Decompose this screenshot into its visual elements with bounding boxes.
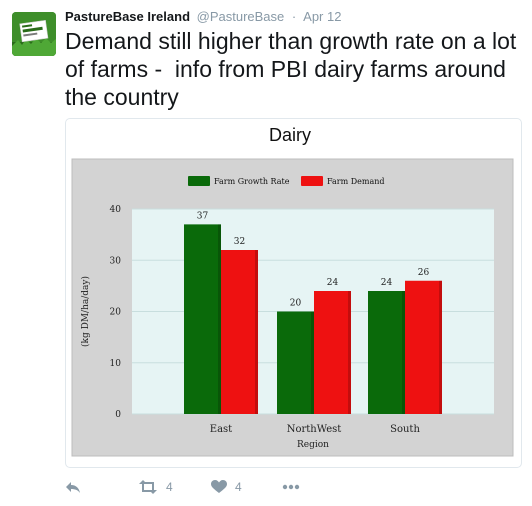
x-tick-label: South <box>390 424 420 435</box>
bar-shade <box>439 280 442 414</box>
legend-label: Farm Growth Rate <box>214 177 290 186</box>
tweet-header: PastureBase Ireland @PastureBase · Apr 1… <box>65 9 341 24</box>
bar <box>314 291 351 414</box>
retweet-count: 4 <box>166 480 173 494</box>
display-name[interactable]: PastureBase Ireland <box>65 9 191 24</box>
data-label: 32 <box>234 237 245 247</box>
pasturebase-logo-icon <box>12 12 56 56</box>
x-tick-label: NorthWest <box>287 424 342 435</box>
y-axis-label: (kg DM/ha/day) <box>80 276 91 347</box>
like-button[interactable]: 4 <box>211 477 242 497</box>
reply-button[interactable] <box>65 477 81 497</box>
bar <box>368 291 405 414</box>
bar-shade <box>218 224 221 414</box>
separator: · <box>291 9 297 24</box>
tweet-actions: 4 4 <box>65 477 465 497</box>
avatar[interactable] <box>12 12 56 56</box>
tweet-text: Demand still higher than growth rate on … <box>65 28 523 110</box>
chart-image-card[interactable]: Dairy Farm Growth Rate Farm Demand 0 10 20 3… <box>65 118 522 468</box>
bar-shade <box>348 291 351 414</box>
y-tick-label: 20 <box>110 308 122 318</box>
reply-icon <box>66 482 80 493</box>
bar <box>405 280 442 414</box>
chart-title: Dairy <box>269 125 311 145</box>
x-tick-label: East <box>210 424 232 435</box>
bar <box>221 250 258 414</box>
bar-chart: Dairy Farm Growth Rate Farm Demand 010203… <box>71 125 514 457</box>
bar-shade <box>402 291 405 414</box>
y-tick-label: 0 <box>115 410 121 420</box>
retweet-icon <box>139 480 157 494</box>
tweet-date[interactable]: Apr 12 <box>303 9 342 24</box>
more-icon <box>282 484 300 490</box>
x-axis-label: Region <box>297 440 329 450</box>
bars: 37 32 20 24 24 26 <box>184 211 442 414</box>
y-tick-label: 40 <box>110 205 122 215</box>
legend-label: Farm Demand <box>327 177 385 186</box>
y-tick-label: 30 <box>110 256 122 266</box>
like-count: 4 <box>235 480 242 494</box>
retweet-button[interactable]: 4 <box>138 477 173 497</box>
more-button[interactable] <box>282 477 300 497</box>
data-label: 37 <box>197 211 209 221</box>
data-label: 20 <box>290 299 302 309</box>
y-axis-ticks: 0 10 20 30 40 <box>110 205 122 420</box>
data-label: 24 <box>327 278 339 288</box>
legend-swatch <box>301 176 323 186</box>
heart-icon <box>211 480 227 493</box>
chart-legend: Farm Growth Rate Farm Demand <box>188 176 385 186</box>
bar-shade <box>255 250 258 414</box>
legend-swatch <box>188 176 210 186</box>
data-label: 24 <box>381 278 393 288</box>
y-tick-label: 10 <box>110 359 122 369</box>
bar <box>277 311 314 414</box>
user-handle[interactable]: @PastureBase <box>196 9 285 24</box>
data-label: 26 <box>418 268 430 278</box>
bar-shade <box>311 311 314 414</box>
x-axis-ticks: East NorthWest South <box>210 424 421 435</box>
bar <box>184 224 221 414</box>
